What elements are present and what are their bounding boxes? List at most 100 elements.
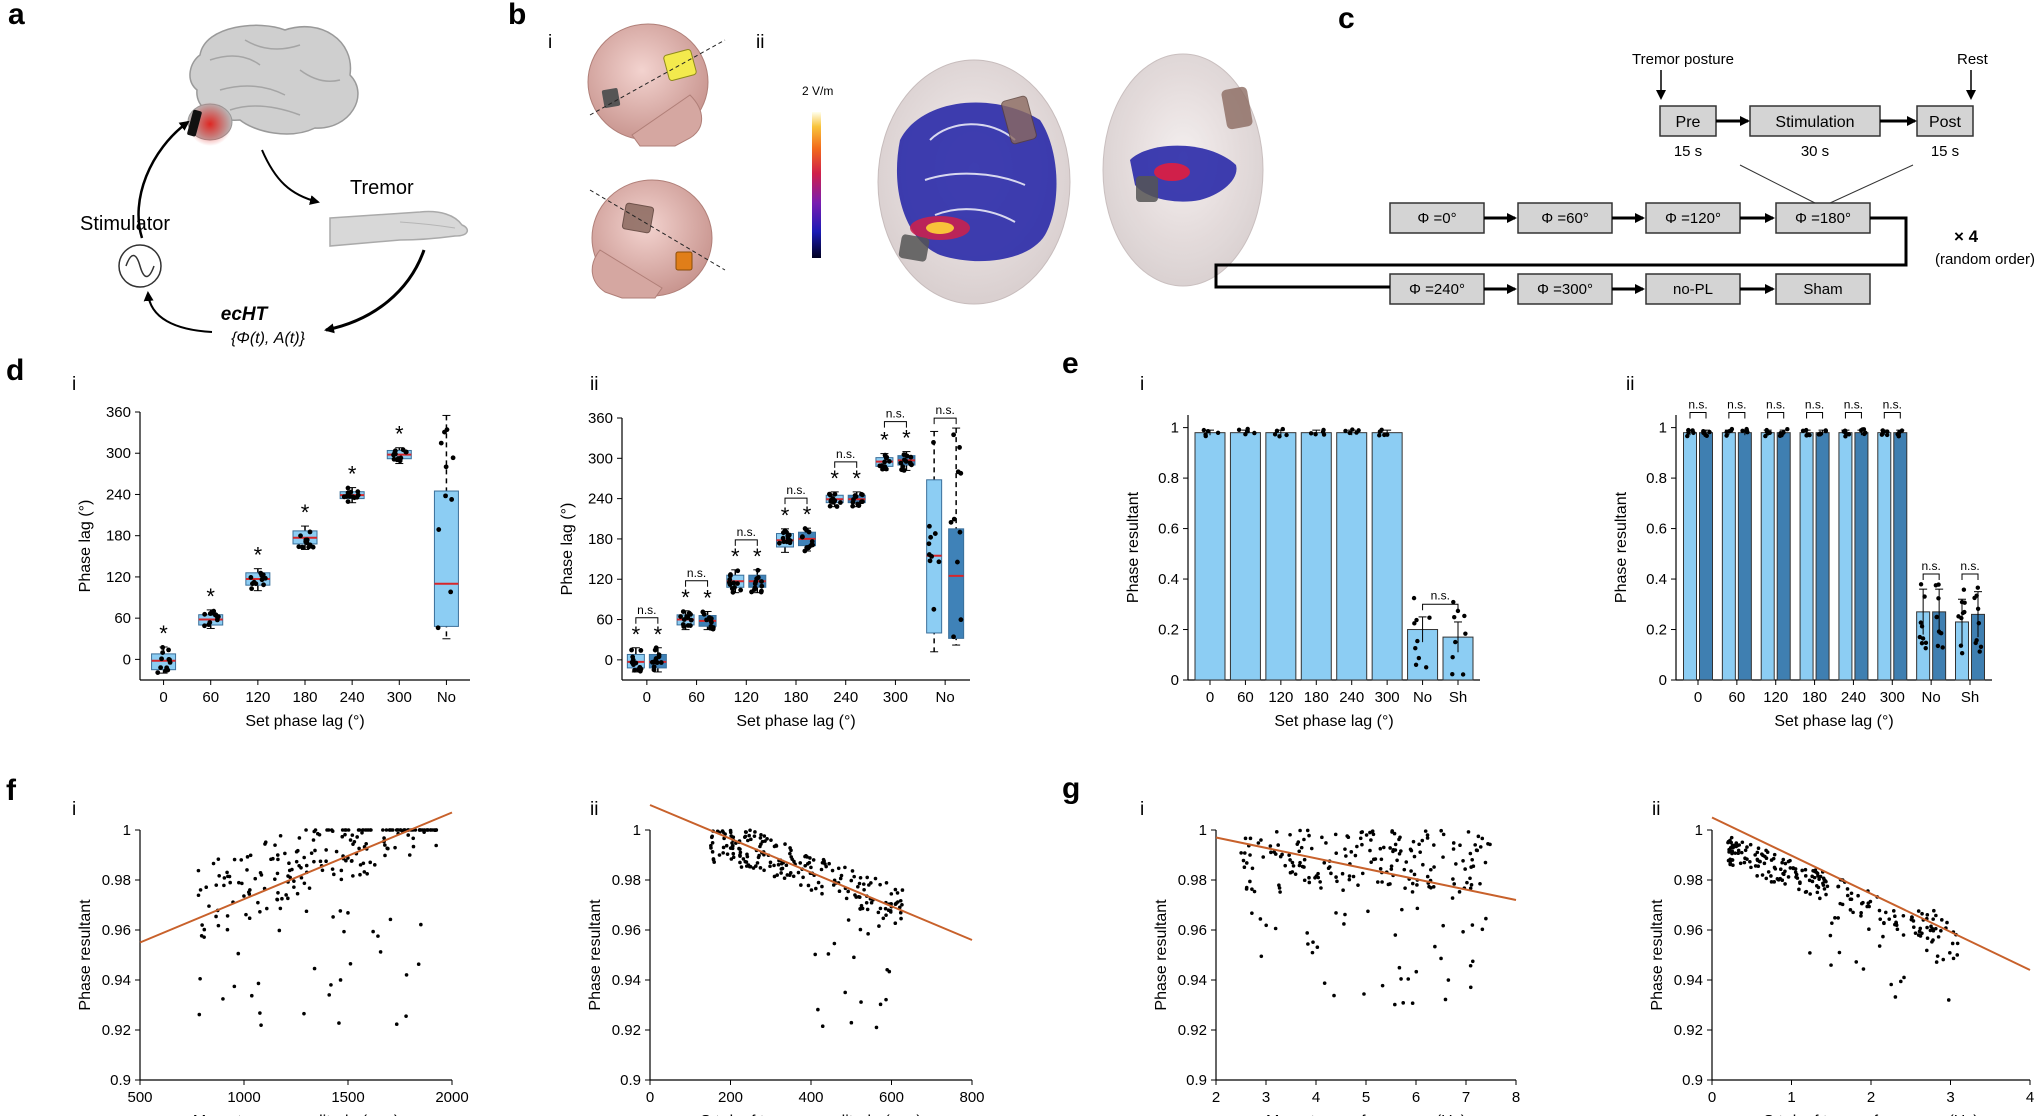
- data-point: [260, 572, 266, 578]
- data-point: [261, 582, 266, 588]
- scatter-point: [1241, 858, 1246, 863]
- scatter-point: [388, 917, 393, 922]
- scatter-point: [1353, 853, 1358, 858]
- scatter-point: [342, 929, 346, 934]
- scatter-point: [1848, 908, 1853, 912]
- scatter-point: [1473, 843, 1477, 847]
- scatter-point: [228, 880, 232, 885]
- data-point: [1308, 431, 1314, 436]
- panel-a: Tremor Stimulator ecHT {Φ(t), A(t)}: [80, 24, 469, 347]
- y-axis-label: Phase resultant: [1125, 491, 1142, 603]
- data-point: [751, 587, 757, 592]
- scatter-point: [1845, 887, 1850, 891]
- scatter-point: [782, 876, 787, 881]
- scatter-point: [225, 927, 230, 932]
- scatter-point: [236, 951, 241, 956]
- data-point: [443, 493, 448, 499]
- scatter-point: [226, 874, 230, 879]
- y-tick-label: 1: [1199, 822, 1207, 839]
- scatter-point: [1745, 845, 1749, 849]
- x-tick-label: 120: [1763, 689, 1788, 706]
- flow-step-box: [1645, 273, 1741, 305]
- scatter-point: [1891, 909, 1896, 913]
- scatter-point: [1297, 849, 1302, 854]
- y-tick-label: 180: [588, 531, 613, 548]
- scatter-point: [199, 934, 204, 938]
- scatter-point: [1268, 844, 1273, 848]
- scatter-point: [788, 851, 792, 856]
- pair-label: n.s.: [637, 603, 656, 617]
- scatter-point: [275, 853, 280, 857]
- data-point: [1313, 432, 1318, 437]
- significance-star: *: [852, 466, 861, 491]
- scatter-point: [204, 885, 209, 890]
- data-point: [832, 491, 838, 497]
- scatter-point: [1786, 875, 1791, 879]
- x-tick-label: 300: [883, 689, 908, 706]
- significance-star: *: [781, 503, 790, 528]
- scatter-point: [858, 907, 863, 911]
- scatter-point: [312, 859, 316, 864]
- scatter-point: [832, 941, 837, 946]
- scatter-point: [1432, 843, 1436, 847]
- scatter-point: [1468, 876, 1472, 881]
- significance-star: *: [254, 543, 263, 568]
- data-point: [651, 664, 657, 670]
- y-tick-label: 0.98: [612, 872, 641, 889]
- data-point: [1764, 427, 1769, 433]
- x-axis-label: Mean tremor amplitude (a.u.): [193, 1113, 399, 1116]
- significance-star: *: [880, 428, 889, 453]
- bar: [1336, 432, 1368, 681]
- scatter-point: [248, 853, 253, 858]
- scatter-point: [1307, 833, 1311, 838]
- data-point: [1450, 654, 1455, 660]
- scatter-point: [1466, 830, 1471, 834]
- scatter-point: [780, 866, 785, 871]
- data-point: [859, 499, 864, 505]
- scatter-point: [737, 846, 741, 851]
- scatter-point: [852, 955, 856, 960]
- data-point: [886, 458, 892, 464]
- significance-star: *: [348, 462, 357, 487]
- scatter-point: [826, 952, 831, 956]
- scatter-point: [837, 889, 842, 894]
- scatter-point: [406, 833, 411, 837]
- scatter-point: [1742, 860, 1747, 865]
- data-point: [1385, 432, 1390, 437]
- scatter-point: [1333, 832, 1338, 837]
- scatter-point: [798, 861, 803, 865]
- data-point: [759, 579, 764, 584]
- data-point: [259, 577, 265, 583]
- data-point: [450, 455, 456, 461]
- scatter-point: [900, 888, 905, 892]
- scatter-point: [1316, 875, 1321, 880]
- scatter-point: [304, 909, 309, 914]
- data-point: [730, 589, 736, 595]
- scatter-point: [1822, 887, 1827, 891]
- scatter-point: [1393, 842, 1398, 847]
- x-tick-label: 300: [387, 689, 412, 706]
- scatter-point: [320, 868, 325, 873]
- scatter-point: [827, 861, 831, 866]
- y-tick-label: 0.9: [1186, 1072, 1207, 1089]
- flow-step-2: Φ =120°: [1645, 202, 1741, 234]
- pair-bracket: [933, 417, 957, 425]
- data-point: [637, 668, 643, 674]
- scatter-point: [1441, 832, 1446, 837]
- panel-c: Tremor posture Rest Pre Stimulation Post…: [1214, 51, 2035, 305]
- scatter-point: [383, 843, 387, 847]
- scatter-point: [1830, 921, 1834, 925]
- pair-label: n.s.: [687, 566, 706, 580]
- scatter-point: [1893, 914, 1897, 918]
- scatter-point: [372, 863, 377, 867]
- scatter-point: [731, 843, 735, 848]
- scatter-point: [731, 851, 736, 856]
- scatter-point: [304, 828, 308, 832]
- scatter-point: [838, 876, 843, 881]
- scatter-point: [878, 906, 883, 911]
- data-point: [957, 445, 962, 450]
- data-point: [656, 654, 662, 660]
- data-point: [438, 440, 444, 446]
- scatter-point: [1439, 956, 1443, 961]
- data-point: [1962, 609, 1967, 615]
